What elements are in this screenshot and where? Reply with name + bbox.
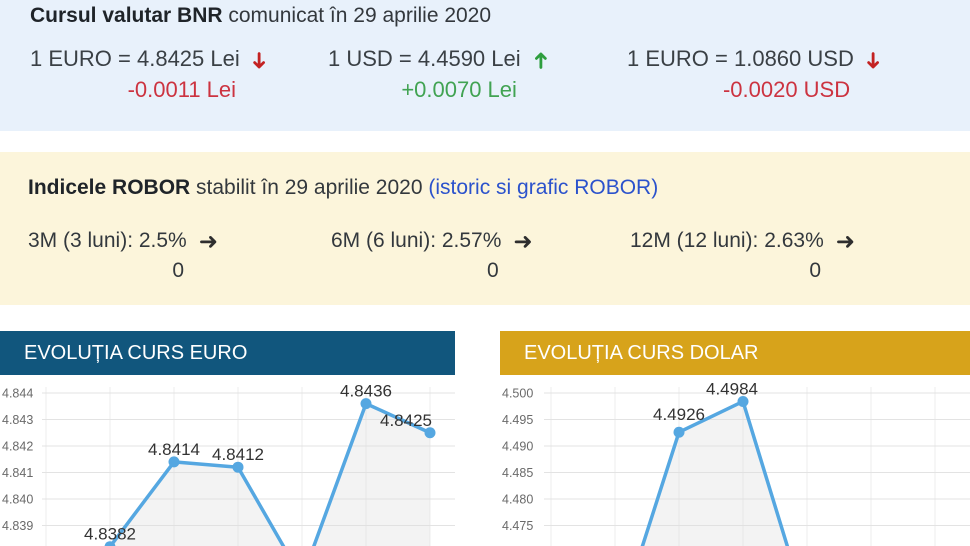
- rate-item-euro-lei: 1 EURO = 4.8425 Lei ➜ -0.0011 Lei: [30, 44, 273, 104]
- y-axis-tick-label: 4.490: [502, 440, 533, 454]
- data-point: [232, 461, 244, 473]
- rates-title-bold: Cursul valutar BNR: [30, 4, 223, 27]
- rate-change-label: -0.0020 USD: [722, 77, 851, 102]
- robor-item-label: 6M (6 luni): 2.57%: [331, 229, 502, 252]
- rate-item-usd-lei: 1 USD = 4.4590 Lei ➜ +0.0070 Lei: [328, 44, 553, 104]
- data-point-label: 4.8436: [340, 382, 392, 401]
- data-point: [737, 395, 749, 407]
- y-axis-tick-label: 4.500: [502, 387, 533, 401]
- dolar-chart-header: EVOLUȚIA CURS DOLAR: [500, 331, 970, 375]
- dolar-chart-svg: 4.500 4.495 4.490 4.485 4.480 4.475 4.49264.49…: [502, 379, 970, 546]
- robor-item-12m: 12M (12 luni): 2.63% ➜ 0: [630, 226, 855, 285]
- data-point-label: 4.8382: [84, 525, 136, 544]
- data-point: [168, 456, 180, 468]
- euro-chart-header: EVOLUȚIA CURS EURO: [0, 331, 455, 375]
- y-axis-tick-label: 4.480: [502, 493, 533, 507]
- robor-item-line: 6M (6 luni): 2.57% ➜: [331, 226, 533, 256]
- series-line: [108, 401, 432, 546]
- rate-pair-line: 1 EURO = 4.8425 Lei ➜: [30, 44, 273, 75]
- robor-item-sub-value: 0: [487, 259, 499, 282]
- robor-item-sub-value: 0: [172, 259, 185, 282]
- y-axis-tick-label: 4.840: [2, 493, 33, 507]
- robor-item-line: 12M (12 luni): 2.63% ➜: [630, 226, 855, 256]
- y-axis-tick-label: 4.485: [502, 466, 533, 480]
- y-axis-tick-label: 4.842: [2, 440, 33, 454]
- rates-title-rest: comunicat în 29 aprilie 2020: [222, 4, 492, 27]
- y-axis-tick-label: 4.844: [2, 387, 33, 401]
- robor-item-line: 3M (3 luni): 2.5% ➜: [28, 226, 218, 256]
- right-arrow-icon: ➜: [198, 228, 219, 254]
- down-arrow-icon: ➜: [860, 50, 887, 71]
- robor-title-bold: Indicele ROBOR: [28, 176, 191, 199]
- robor-item-label: 3M (3 luni): 2.5%: [28, 229, 187, 252]
- robor-item-sub-value: 0: [809, 259, 822, 282]
- rate-pair-label: 1 USD = 4.4590 Lei: [328, 46, 521, 71]
- data-point: [104, 541, 116, 546]
- data-point: [424, 427, 436, 439]
- data-point-label: 4.4926: [653, 405, 705, 424]
- series-area-fill: [110, 403, 430, 546]
- data-point-label: 4.4984: [706, 379, 758, 398]
- y-axis-tick-label: 4.495: [502, 413, 533, 427]
- series-area-fill: [642, 401, 788, 546]
- euro-chart-svg: 4.844 4.843 4.842 4.841 4.840 4.839 4.8382 4.84…: [2, 382, 455, 546]
- robor-item-label: 12M (12 luni): 2.63%: [630, 229, 824, 252]
- y-axis-tick-label: 4.843: [2, 413, 33, 427]
- data-point: [360, 398, 372, 410]
- dolar-chart-title: EVOLUȚIA CURS DOLAR: [524, 342, 759, 364]
- rates-title: Cursul valutar BNR comunicat în 29 april…: [30, 4, 491, 28]
- euro-chart-panel: EVOLUȚIA CURS EURO 4.844 4.843 4.842 4.841 4…: [0, 331, 455, 546]
- robor-item-3m: 3M (3 luni): 2.5% ➜ 0: [28, 226, 218, 285]
- rates-section: Cursul valutar BNR comunicat în 29 april…: [0, 0, 970, 131]
- data-point-label: 4.8425: [380, 411, 432, 430]
- rate-pair-line: 1 EURO = 1.0860 USD ➜: [627, 44, 887, 75]
- series-line: [640, 399, 790, 546]
- dolar-chart-panel: EVOLUȚIA CURS DOLAR 4.500 4.495 4.490 4.485…: [500, 331, 970, 546]
- right-arrow-icon: ➜: [835, 228, 856, 254]
- rate-item-euro-usd: 1 EURO = 1.0860 USD ➜ -0.0020 USD: [627, 44, 887, 104]
- right-arrow-icon: ➜: [513, 228, 533, 254]
- robor-title-rest: stabilit în 29 aprilie 2020: [190, 176, 429, 199]
- data-point: [673, 426, 685, 438]
- rate-change-label: -0.0011 Lei: [127, 77, 237, 102]
- robor-title: Indicele ROBOR stabilit în 29 aprilie 20…: [28, 176, 658, 200]
- y-axis-tick-label: 4.841: [2, 466, 33, 480]
- rate-change-label: +0.0070 Lei: [401, 77, 517, 102]
- down-arrow-icon: ➜: [246, 50, 273, 71]
- data-point-label: 4.8414: [148, 440, 200, 459]
- rate-pair-line: 1 USD = 4.4590 Lei ➜: [328, 44, 553, 75]
- data-point-label: 4.8412: [212, 445, 264, 464]
- y-axis-tick-label: 4.475: [502, 519, 533, 533]
- rate-pair-label: 1 EURO = 1.0860 USD: [627, 46, 854, 71]
- robor-item-6m: 6M (6 luni): 2.57% ➜ 0: [331, 226, 533, 285]
- robor-section: Indicele ROBOR stabilit în 29 aprilie 20…: [0, 152, 970, 305]
- rate-pair-label: 1 EURO = 4.8425 Lei: [30, 46, 240, 71]
- robor-history-link[interactable]: (istoric si grafic ROBOR): [428, 176, 659, 199]
- euro-chart-title: EVOLUȚIA CURS EURO: [24, 342, 248, 364]
- y-axis-tick-label: 4.839: [2, 519, 33, 533]
- up-arrow-icon: ➜: [526, 50, 553, 71]
